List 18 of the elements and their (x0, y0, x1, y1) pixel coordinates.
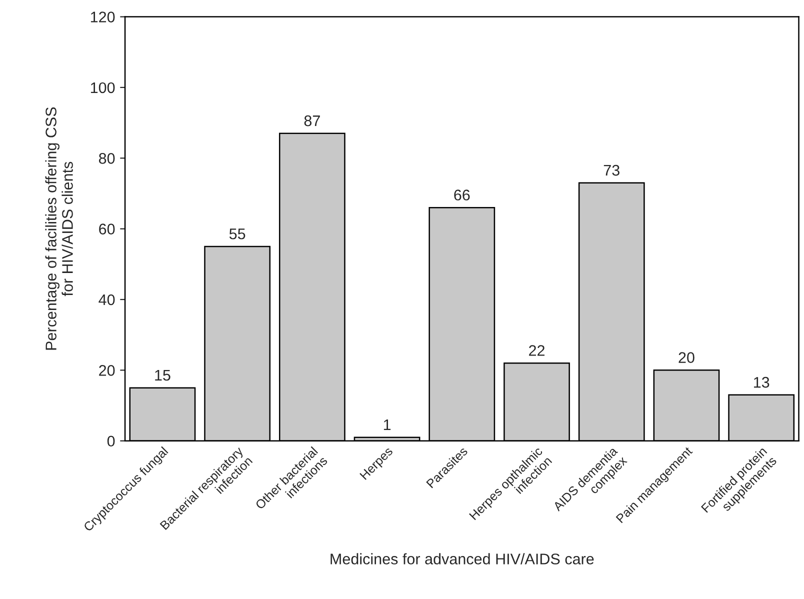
data-label: 87 (304, 115, 320, 126)
data-label: 66 (454, 190, 470, 200)
y-tick-label: 0 (107, 436, 115, 447)
data-label: 22 (529, 345, 544, 356)
data-label: 1 (384, 419, 391, 430)
y-tick-label: 60 (99, 224, 115, 235)
y-tick-label: 20 (99, 365, 115, 376)
y-tick-label: 40 (98, 294, 115, 306)
y-tick-label: 120 (90, 12, 115, 22)
data-label: 13 (754, 376, 770, 388)
x-axis-title: Medicines for advanced HIV/AIDS care (330, 553, 594, 564)
y-tick-label: 100 (90, 82, 115, 94)
data-label: 15 (155, 370, 170, 381)
y-axis-title: Percentage of facilities offering CSS for HIV/AIDS clients (45, 107, 73, 350)
data-label: 55 (229, 228, 246, 240)
data-label: 20 (678, 352, 694, 363)
y-tick-label: 80 (98, 153, 115, 164)
data-label: 73 (604, 164, 620, 176)
